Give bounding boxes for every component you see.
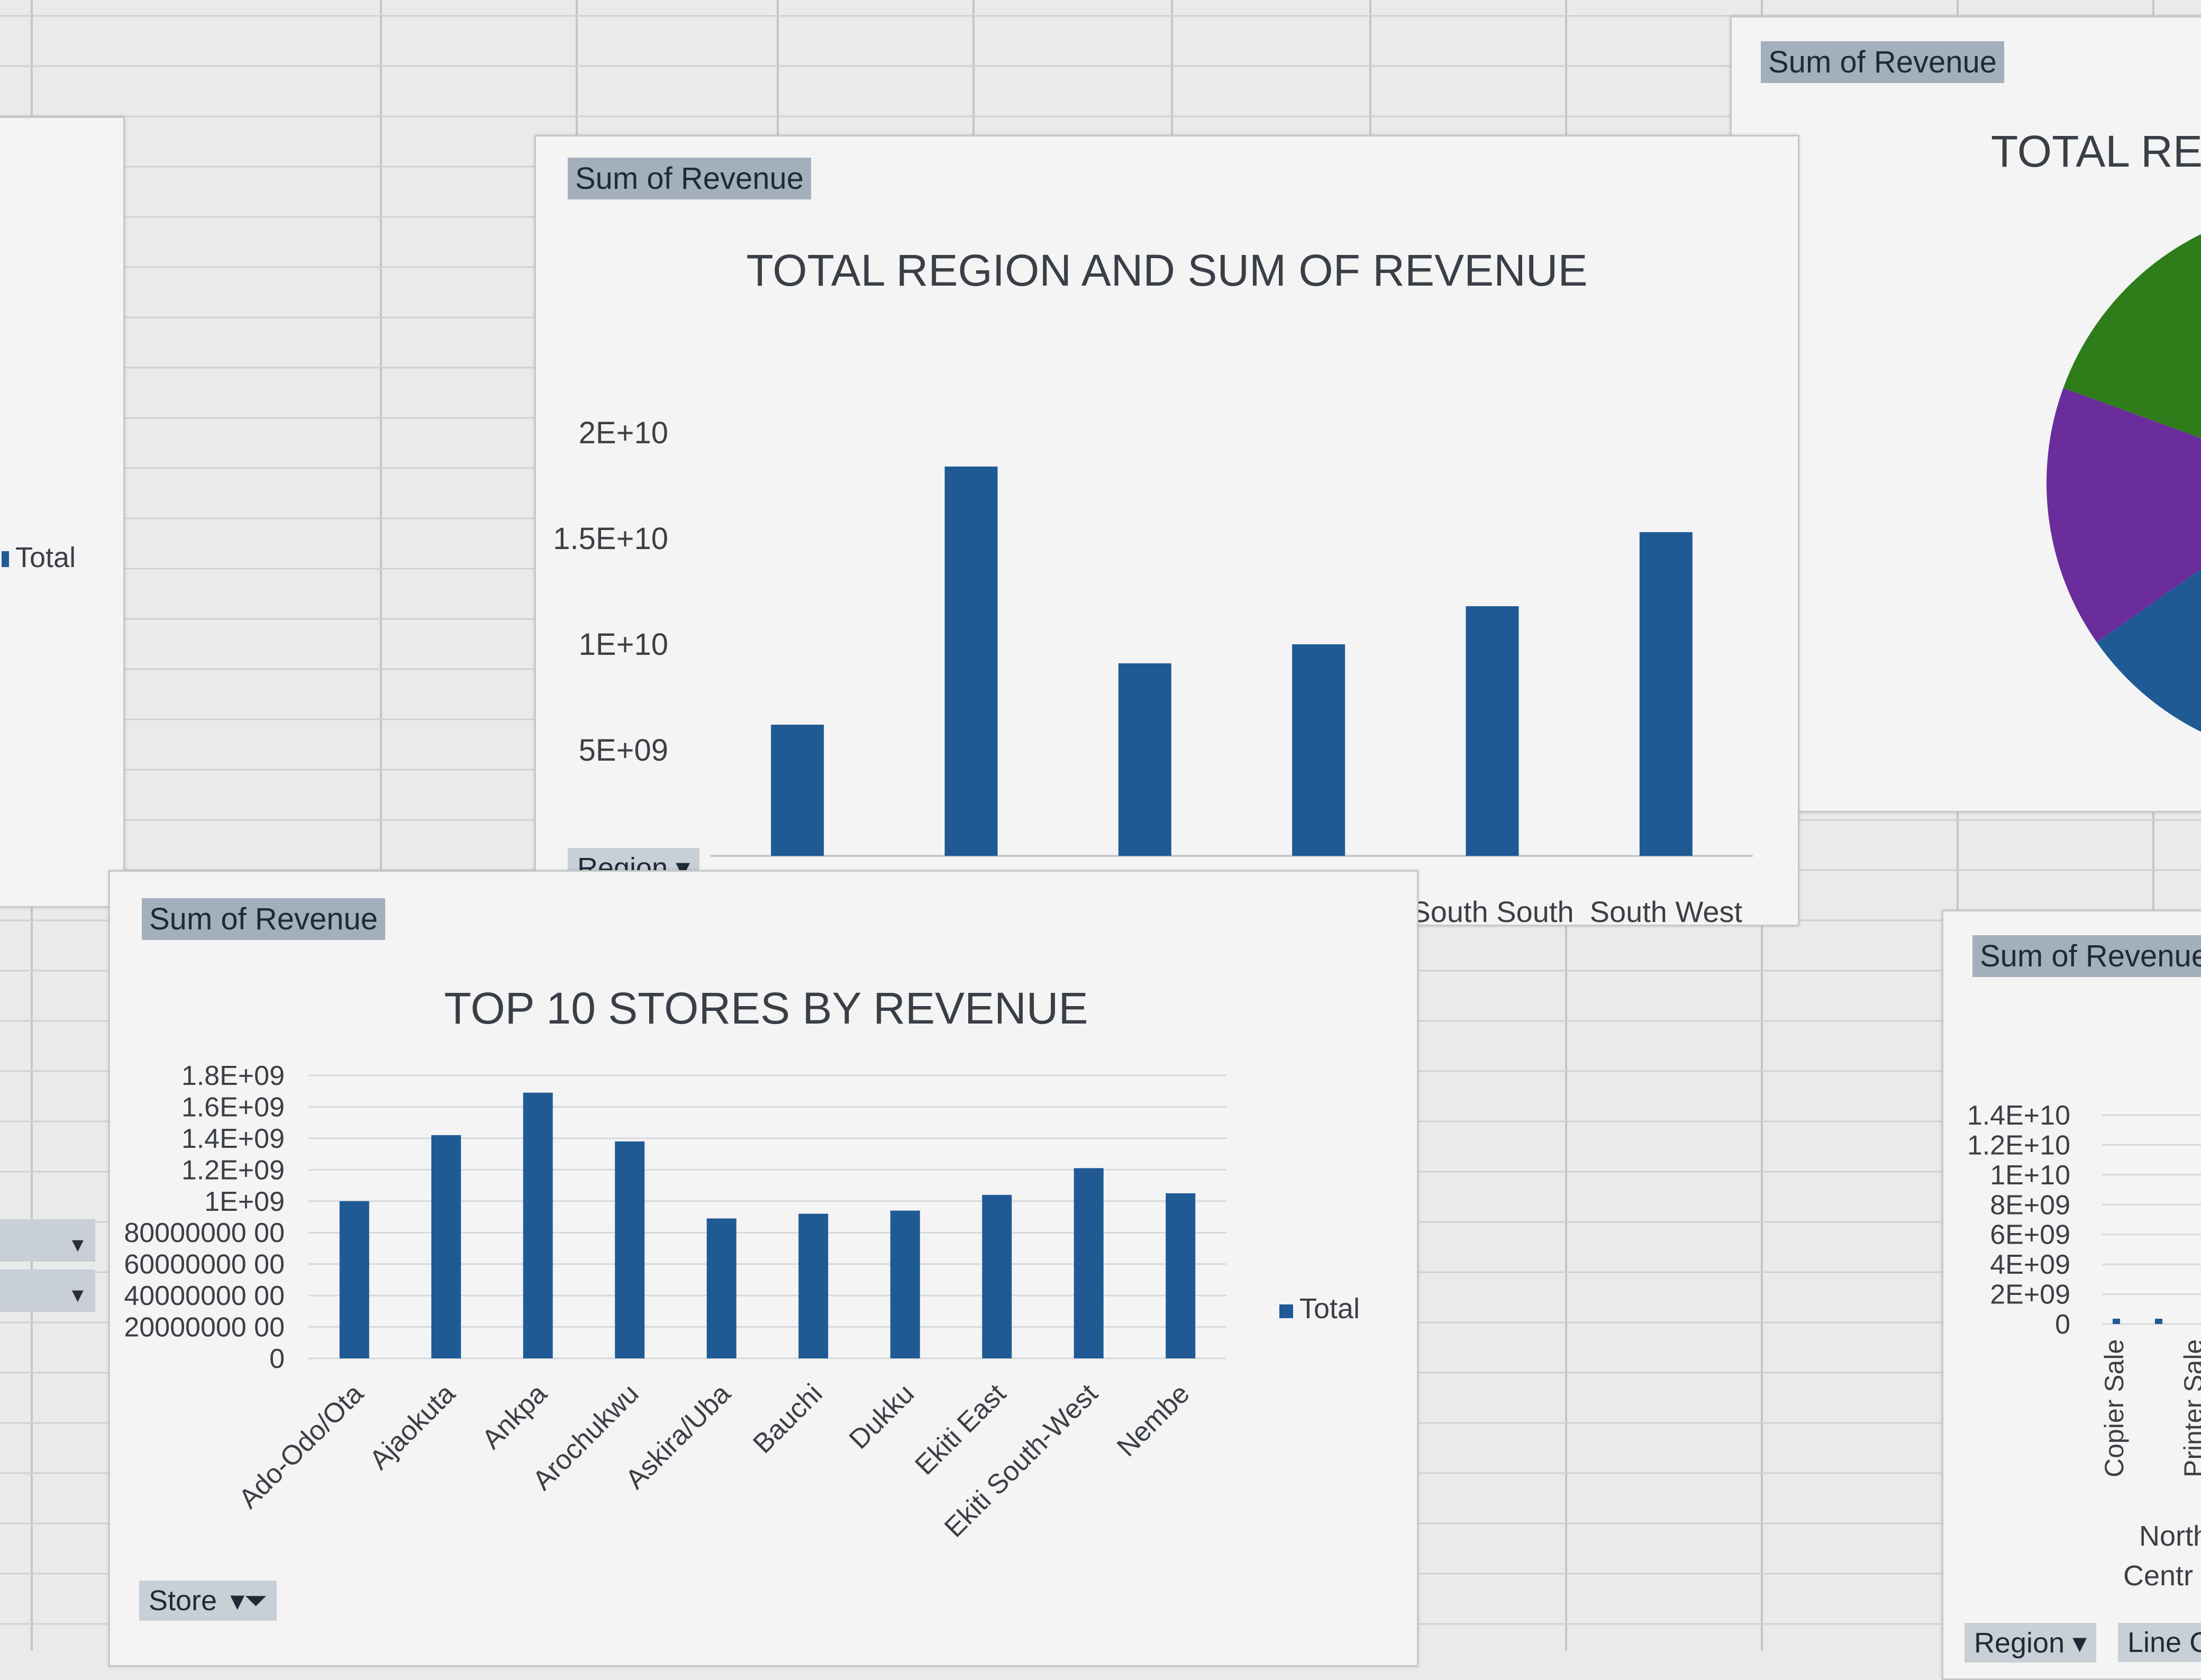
bar (1639, 532, 1693, 856)
sum-of-revenue-button[interactable]: Sum of Revenue (1972, 935, 2201, 977)
y-tick-label: 1E+10 (1990, 1160, 2070, 1191)
y-tick-label: 1.6E+09 (181, 1092, 285, 1122)
y-tick-label: 5E+09 (579, 733, 668, 768)
data-point (2113, 1319, 2120, 1324)
y-tick-label: 1.4E+09 (181, 1124, 285, 1154)
y-tick-label: 1.8E+09 (181, 1061, 285, 1091)
bar (944, 467, 998, 856)
chevron-down-icon: ▾ (2072, 1627, 2087, 1659)
north-label: North (2139, 1520, 2201, 1552)
line-button-label: Line C (2127, 1627, 2201, 1658)
x-tick-label: Ajaokuta (364, 1378, 461, 1475)
y-tick-label: 0 (269, 1344, 285, 1374)
sum-of-revenue-button[interactable]: Sum of Revenue (142, 898, 386, 940)
bar (1074, 1168, 1104, 1358)
left-dropdown-2[interactable]: ▾ (0, 1270, 95, 1312)
y-tick-label: 2E+09 (1990, 1280, 2070, 1310)
bar (339, 1201, 369, 1358)
stores-legend: Total (1279, 1292, 1360, 1325)
y-tick-label: 40000000 00 (124, 1281, 285, 1311)
pie-chart (2047, 234, 2201, 732)
left-partial-chart[interactable]: Total (0, 116, 125, 908)
chevron-down-icon: ▾ (71, 1231, 84, 1257)
bar (1292, 644, 1345, 856)
central-label: Centr (2123, 1560, 2194, 1592)
line-chart: 02E+094E+096E+098E+091E+101.2E+101.4E+10… (1967, 1100, 2201, 1477)
x-tick-label: Ekiti South-West (939, 1378, 1104, 1544)
left-legend-label: Total (15, 542, 76, 573)
y-tick-label: 4E+09 (1990, 1249, 2070, 1280)
chevron-down-icon: ▾ (71, 1282, 84, 1308)
y-tick-label: 1.2E+10 (1967, 1130, 2070, 1161)
y-tick-label: 1E+09 (204, 1186, 285, 1217)
bar (615, 1141, 645, 1358)
bar (890, 1210, 920, 1358)
x-tick-label: Printer Sale (2179, 1339, 2201, 1477)
line-button[interactable]: Line C (2118, 1623, 2201, 1662)
x-tick-label: Ado-Odo/Ota (233, 1378, 370, 1514)
bar (431, 1135, 461, 1358)
bar (798, 1213, 829, 1358)
line-chart-panel[interactable]: Sum of Revenue 0 2E+09 4E+09 6E+09 8E+09 1E+1… (1942, 910, 2201, 1680)
region-button[interactable]: Region ▾ (1964, 1623, 2097, 1663)
y-tick-label: 80000000 00 (124, 1218, 285, 1248)
bar (523, 1092, 553, 1358)
y-tick-label: 20000000 00 (124, 1312, 285, 1343)
store-filter-button[interactable]: Store ▾⏷ (139, 1581, 277, 1621)
x-tick-label: Bauchi (747, 1378, 828, 1459)
x-tick-label: Dukku (843, 1378, 920, 1455)
filter-icon: ▾⏷ (230, 1585, 268, 1617)
bar (706, 1218, 736, 1358)
y-tick-label: 6E+09 (1990, 1220, 2070, 1250)
pie-slice-purple (2047, 388, 2201, 643)
stores-chart-title: TOP 10 STORES BY REVENUE (444, 983, 1088, 1033)
left-dropdown-1[interactable]: ▾ (0, 1219, 95, 1262)
bar (982, 1194, 1012, 1358)
sum-of-revenue-button[interactable]: Sum of Revenue (568, 158, 812, 199)
x-tick-label: Nembe (1111, 1378, 1196, 1463)
legend-swatch-icon (1279, 1304, 1293, 1318)
region-button-label: Region (1974, 1627, 2065, 1659)
data-point (2155, 1319, 2162, 1324)
y-tick-label: 1.2E+09 (181, 1155, 285, 1185)
y-tick-label: 1E+10 (579, 627, 668, 662)
region-chart-title: TOTAL REGION AND SUM OF REVENUE (746, 245, 1588, 295)
x-tick-label: Copier Sale (2099, 1339, 2129, 1477)
left-legend: Total (2, 541, 76, 574)
y-tick-label: 1.5E+10 (553, 522, 668, 556)
y-tick-label: 60000000 00 (124, 1249, 285, 1280)
bar (1118, 663, 1171, 856)
y-tick-label: 0 (2055, 1309, 2070, 1340)
bar (1166, 1193, 1196, 1358)
stores-legend-label: Total (1299, 1293, 1360, 1325)
pie-slice-green (2063, 234, 2201, 439)
bar (1466, 606, 1519, 856)
pie-chart-title: TOTAL REG (1991, 126, 2201, 176)
y-tick-label: 8E+09 (1990, 1190, 2070, 1220)
sum-of-revenue-button[interactable]: Sum of Revenue (1761, 41, 2005, 83)
bar (771, 725, 824, 856)
y-tick-label: 1.4E+10 (1967, 1100, 2070, 1131)
y-tick-label: 2E+10 (579, 416, 668, 450)
pie-slice-blue (2096, 569, 2201, 732)
x-tick-label: South South (1411, 895, 1574, 925)
legend-swatch-icon (2, 551, 9, 567)
store-filter-label: Store (149, 1585, 217, 1617)
x-tick-label: Ankpa (476, 1378, 553, 1455)
region-bar-chart: 5E+09 1E+10 1.5E+10 2E+10 South South South W… (553, 416, 1753, 925)
x-tick-label: South West (1590, 895, 1743, 925)
pie-slices (2047, 234, 2201, 732)
stores-chart-panel[interactable]: Sum of Revenue TOP 10 STORES BY REVENUE … (108, 870, 1418, 1667)
region-chart-panel[interactable]: Sum of Revenue TOTAL REGION AND SUM OF R… (534, 135, 1799, 926)
pie-chart-panel[interactable]: Sum of Revenue TOTAL REG (1730, 16, 2201, 812)
